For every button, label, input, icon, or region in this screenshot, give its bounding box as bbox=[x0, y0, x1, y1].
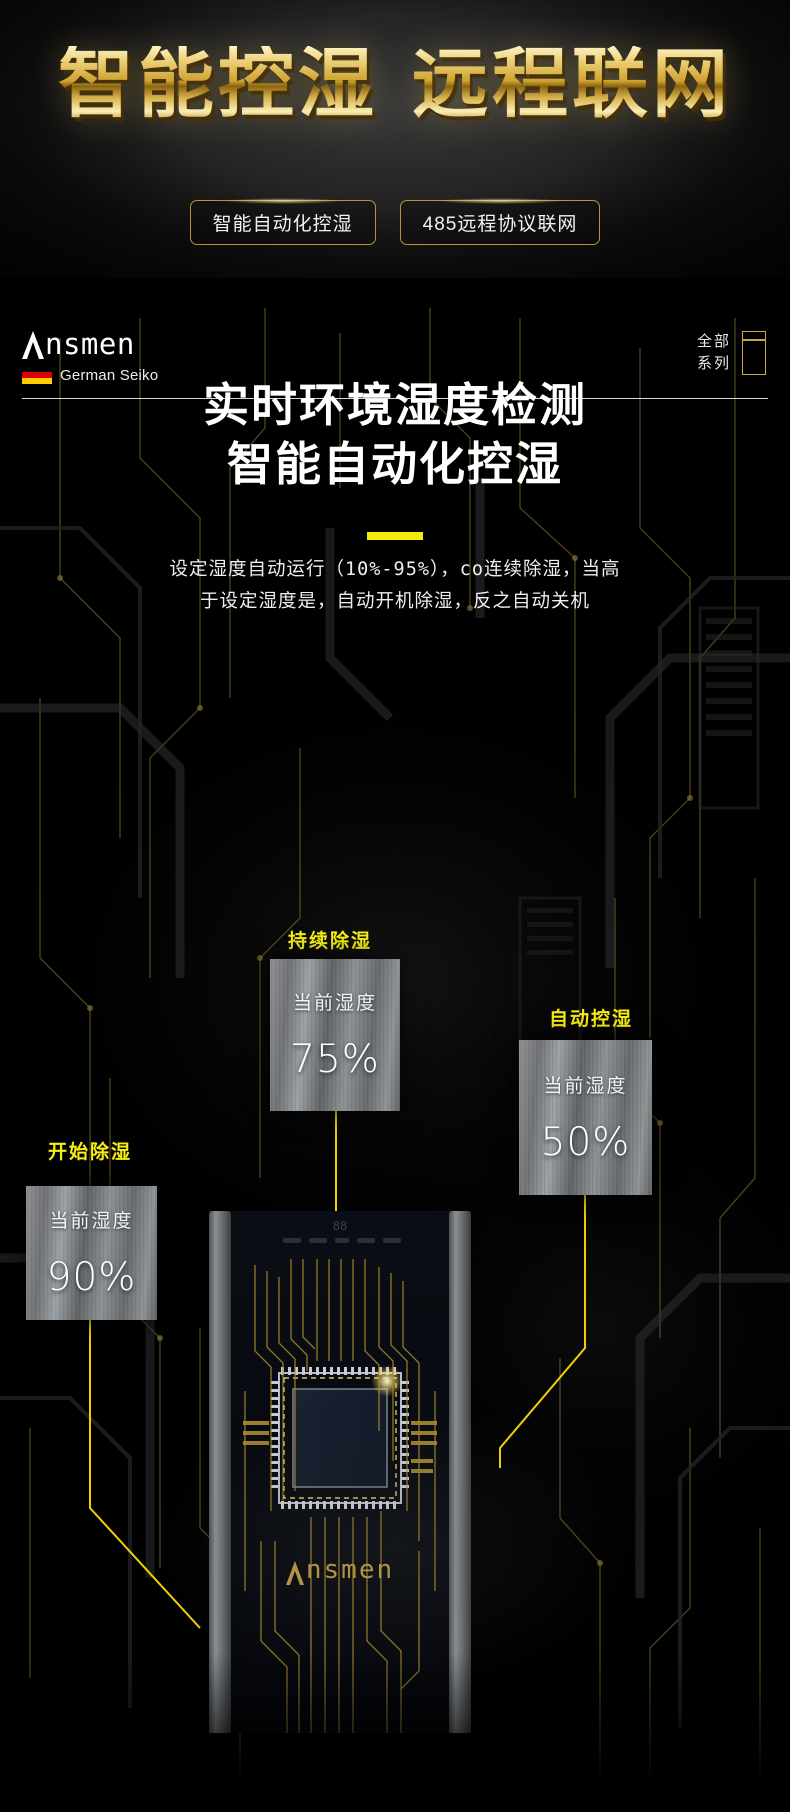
page-title-line2: 智能自动化控湿 bbox=[227, 436, 563, 491]
brand-logo-text: nsmen bbox=[22, 330, 158, 359]
metric-card-value: 50% bbox=[540, 1119, 631, 1165]
banner-feature-pills: 智能自动化控湿 485远程协议联网 bbox=[0, 198, 790, 245]
metric-card-auto-humidity-control[interactable]: 当前湿度 50% bbox=[519, 1040, 652, 1195]
metric-tag-auto-humidity-control: 自动控湿 bbox=[549, 1008, 634, 1030]
page-title: 实时环境湿度检测 智能自动化控湿 bbox=[0, 376, 790, 494]
device-leg-left bbox=[209, 1211, 231, 1733]
banner-vignette bbox=[0, 0, 790, 278]
bottom-fade bbox=[0, 1652, 790, 1812]
connector-line-50 bbox=[499, 1195, 586, 1468]
feature-pill-label: 485远程协议联网 bbox=[422, 214, 578, 235]
banner-title: 智能控湿 远程联网 bbox=[0, 46, 790, 122]
title-divider-bar bbox=[367, 532, 423, 540]
device-leg-right bbox=[449, 1211, 471, 1733]
feature-pill-label: 智能自动化控湿 bbox=[212, 214, 353, 235]
series-card-icon bbox=[742, 331, 766, 375]
series-label: 全部 系列 bbox=[697, 331, 731, 375]
device-logo-name: nsmen bbox=[305, 1555, 395, 1585]
brand-tagline-row: German Seiko bbox=[22, 366, 158, 384]
banner-title-part2: 远程联网 bbox=[412, 39, 732, 128]
page-title-line1: 实时环境湿度检测 bbox=[203, 378, 587, 432]
page-description-line2: 于设定湿度是，自动开机除湿，反之自动关机 bbox=[199, 591, 590, 613]
page-description: 设定湿度自动运行（10%-95%），co连续除湿，当高 于设定湿度是，自动开机除… bbox=[40, 554, 750, 619]
connector-line-90 bbox=[89, 1320, 201, 1629]
feature-pill-remote-protocol[interactable]: 485远程协议联网 bbox=[399, 198, 601, 245]
svg-text:88: 88 bbox=[333, 1219, 347, 1233]
series-label-line2: 系列 bbox=[696, 355, 731, 372]
series-indicator: 全部 系列 bbox=[697, 331, 766, 375]
metric-card-label: 当前湿度 bbox=[543, 1074, 628, 1097]
brand-logo-name: nsmen bbox=[45, 327, 135, 361]
metric-card-label: 当前湿度 bbox=[292, 992, 377, 1014]
metric-card-start-dehumidify[interactable]: 当前湿度 90% bbox=[26, 1186, 157, 1320]
device-brand-logo: nsmen bbox=[231, 1555, 449, 1585]
brand-divider bbox=[22, 398, 768, 399]
metric-tag-start-dehumidify: 开始除湿 bbox=[48, 1141, 133, 1163]
series-label-line1: 全部 bbox=[696, 333, 731, 351]
page-description-line1: 设定湿度自动运行（10%-95%），co连续除湿，当高 bbox=[169, 559, 621, 580]
brand-logo: nsmen German Seiko bbox=[22, 330, 158, 384]
brand-header: nsmen German Seiko 全部 系列 bbox=[0, 330, 790, 408]
device-panel: 88 bbox=[231, 1211, 449, 1733]
banner-title-part1: 智能控湿 bbox=[58, 39, 378, 128]
main-section: nsmen German Seiko 全部 系列 实时环境湿度检测 智能自动化控… bbox=[0, 278, 790, 1812]
hero-banner: 智能控湿 远程联网 智能自动化控湿 485远程协议联网 bbox=[0, 0, 790, 278]
brand-tagline: German Seiko bbox=[60, 366, 159, 384]
metric-card-label: 当前湿度 bbox=[49, 1210, 134, 1232]
dehumidifier-device: 88 bbox=[209, 1211, 471, 1733]
german-flag-icon bbox=[22, 366, 52, 384]
device-logo-a-mark-icon bbox=[285, 1561, 305, 1585]
logo-a-mark-icon bbox=[22, 331, 44, 359]
device-display-panel: 88 bbox=[231, 1211, 449, 1255]
metric-tag-continuous-dehumidify: 持续除湿 bbox=[288, 930, 373, 952]
feature-pill-smart-control[interactable]: 智能自动化控湿 bbox=[189, 198, 376, 245]
metric-card-value: 90% bbox=[46, 1255, 137, 1300]
metric-card-value: 75% bbox=[290, 1037, 380, 1082]
metric-card-continuous-dehumidify[interactable]: 当前湿度 75% bbox=[270, 959, 400, 1111]
